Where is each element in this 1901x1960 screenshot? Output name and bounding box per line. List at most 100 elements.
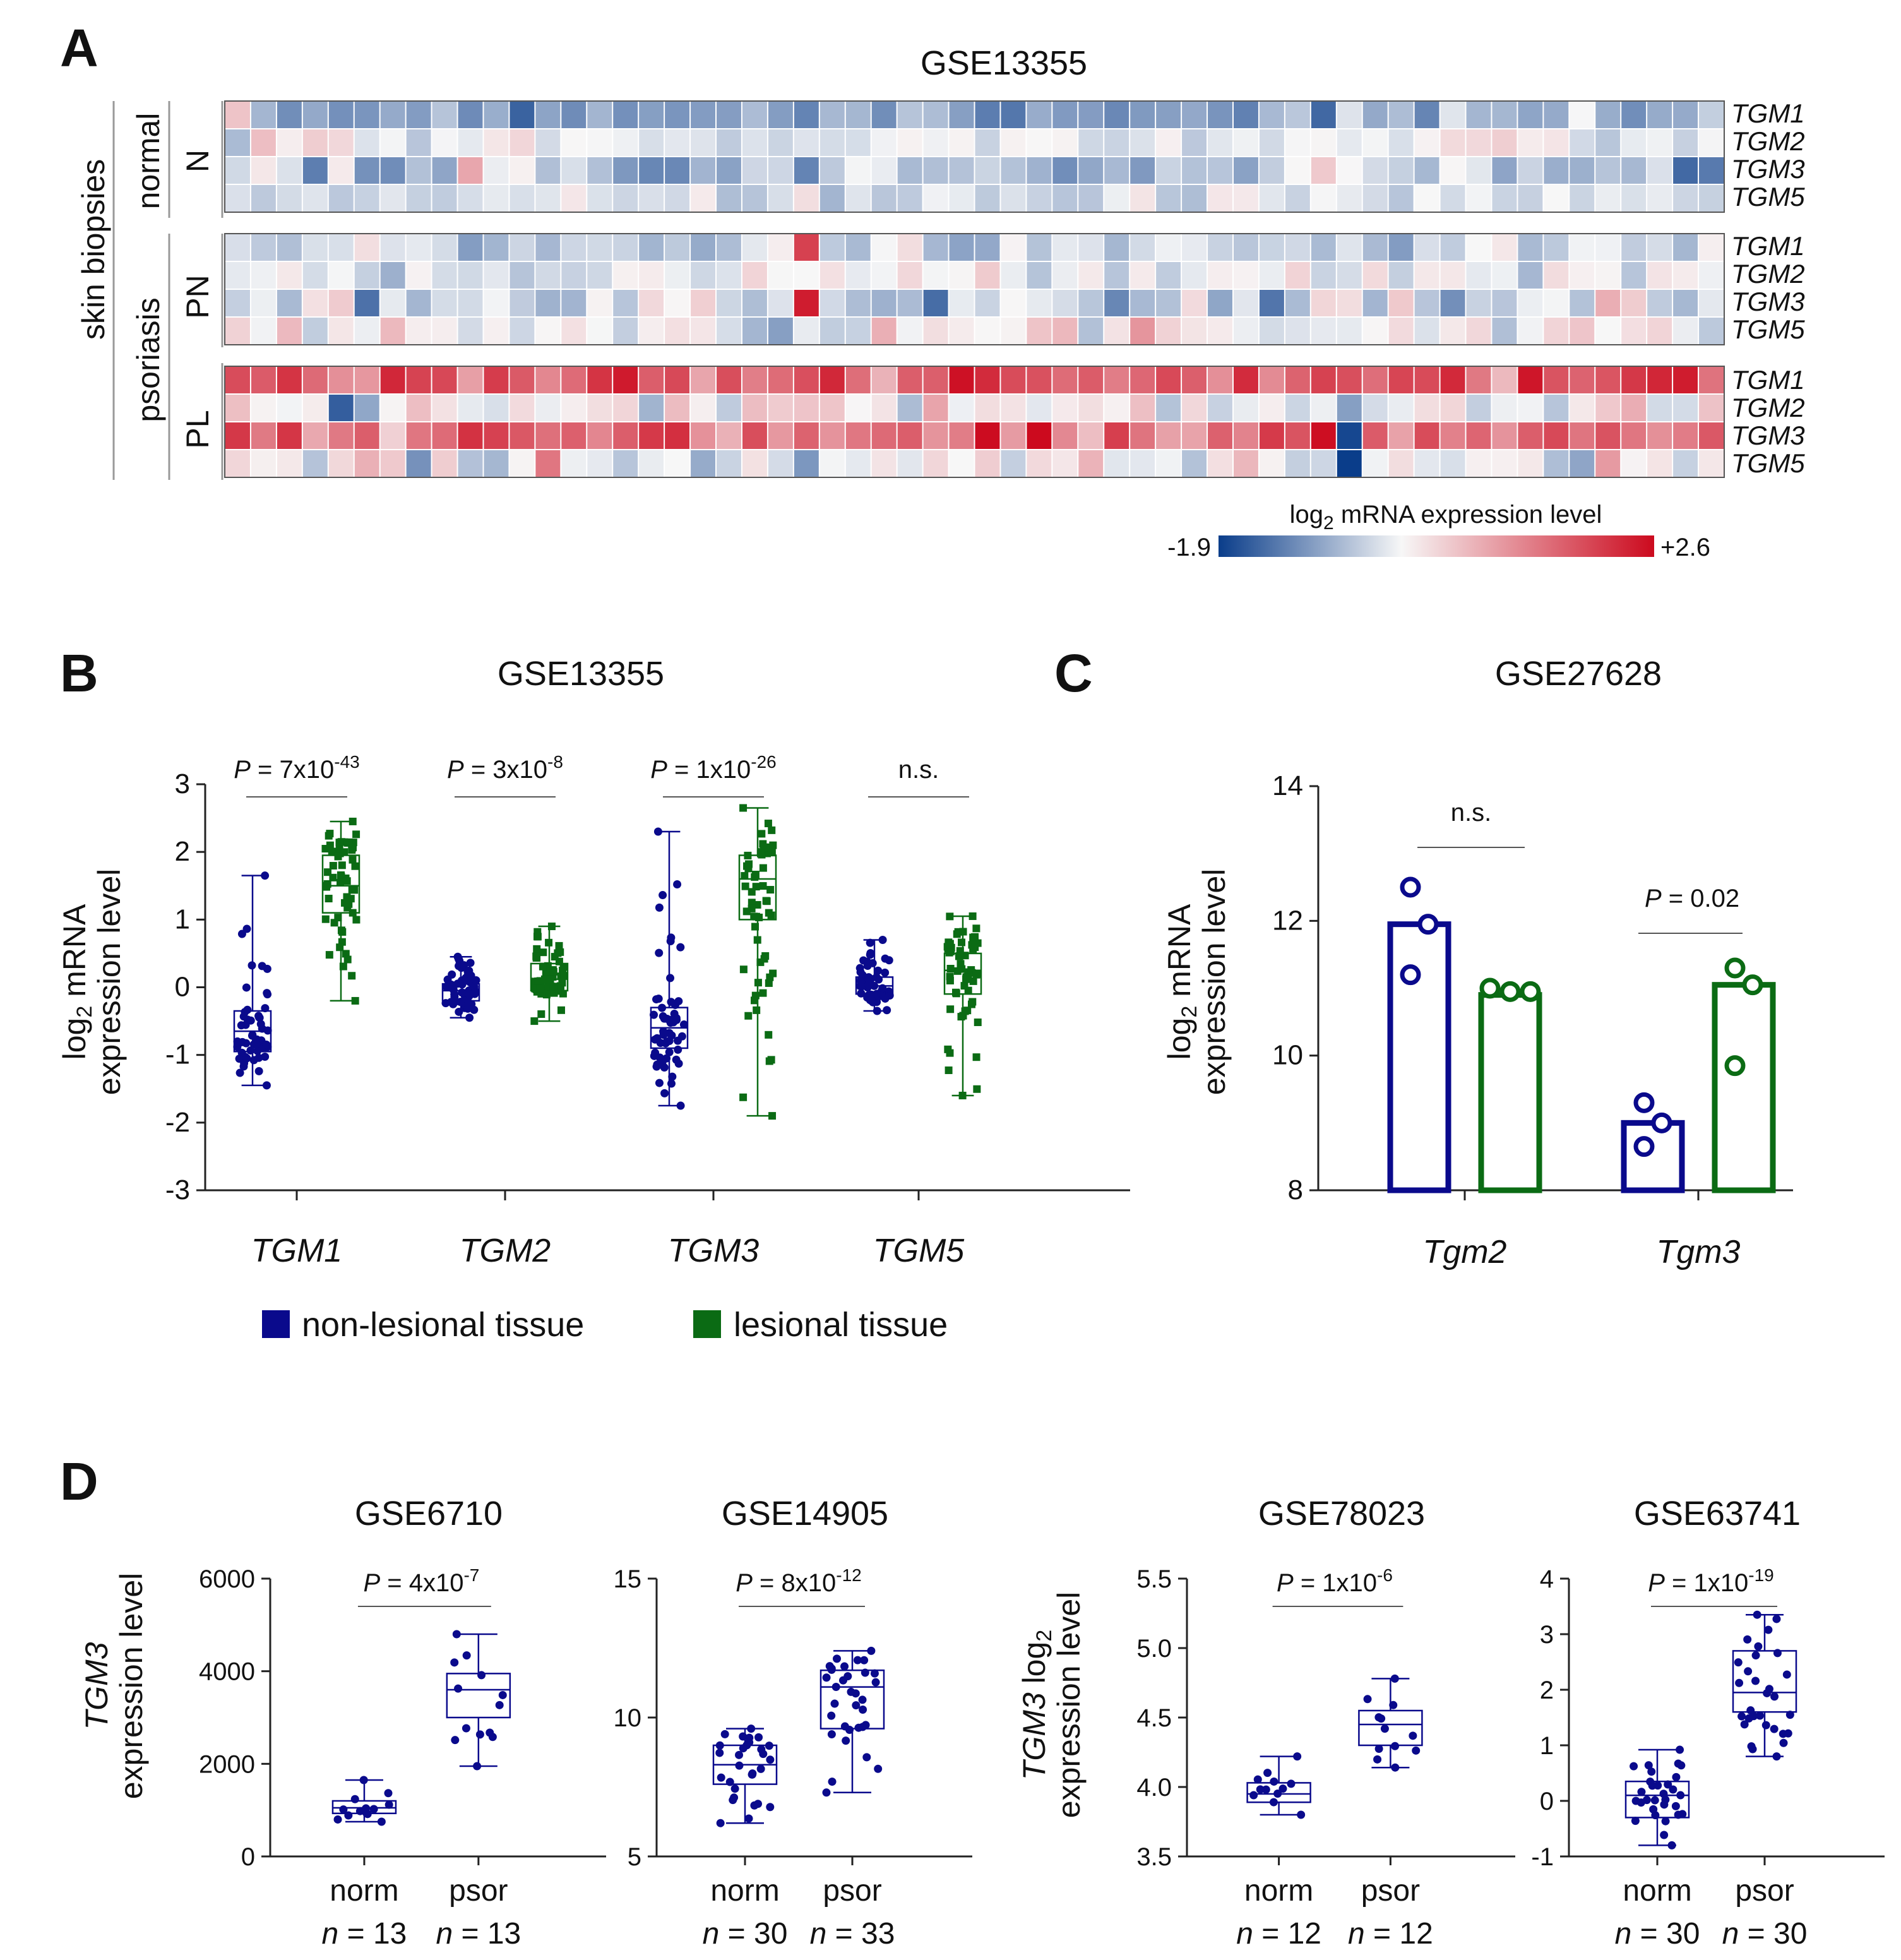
box-norm-point xyxy=(1654,1781,1662,1790)
box-psor-point xyxy=(1409,1731,1417,1740)
heat-cell xyxy=(974,449,1001,478)
heat-cell xyxy=(638,233,665,262)
box-psor-point xyxy=(475,1730,484,1739)
heat-cell xyxy=(792,421,821,450)
n-label: n = 12 xyxy=(1348,1917,1433,1951)
heat-cell xyxy=(431,128,458,157)
heat-cell xyxy=(715,421,743,450)
box-lesional-point xyxy=(741,872,749,880)
heat-cell xyxy=(612,421,640,450)
heat-cell xyxy=(922,421,950,450)
box-nonlesional-point xyxy=(263,989,271,998)
heat-cell xyxy=(1465,261,1493,290)
heat-cell xyxy=(844,366,873,395)
heat-cell xyxy=(1387,366,1415,395)
heat-cell xyxy=(1517,100,1544,129)
box-lesional-point xyxy=(765,979,773,987)
heat-cell xyxy=(1672,100,1700,129)
heat-cell xyxy=(844,261,873,290)
heat-cell xyxy=(612,289,640,318)
heat-cell xyxy=(999,128,1027,157)
heat-cell xyxy=(249,184,278,213)
heat-cell xyxy=(1284,156,1312,185)
box-lesional-point xyxy=(560,972,568,980)
heat-cell xyxy=(1517,184,1544,213)
box-lesional-point xyxy=(337,926,345,935)
heat-cell xyxy=(249,316,278,345)
heat-cell xyxy=(379,393,407,422)
heat-cell xyxy=(379,128,407,157)
y-tick-label: -1 xyxy=(1531,1843,1554,1871)
heat-cell xyxy=(870,128,898,157)
heat-cell xyxy=(896,156,924,185)
heat-cell xyxy=(766,289,795,318)
heat-cell xyxy=(896,393,924,422)
heat-cell xyxy=(379,100,407,129)
box-nonlesional-point xyxy=(676,943,685,952)
heat-cell xyxy=(612,366,640,395)
legend-swatch-lesional xyxy=(693,1310,721,1338)
y-tick-label: 1 xyxy=(1540,1732,1554,1760)
heat-cell xyxy=(689,366,717,395)
bar-nonlesional xyxy=(1387,921,1451,1193)
box-psor-point xyxy=(1779,1738,1788,1747)
box-lesional-point xyxy=(750,912,758,921)
box-norm-point xyxy=(1644,1761,1653,1770)
heat-cell xyxy=(1129,128,1157,157)
box-psor-point xyxy=(462,1724,470,1733)
heat-cell xyxy=(1335,289,1364,318)
heat-cell xyxy=(1465,421,1493,450)
heat-cell xyxy=(792,261,821,290)
box-psor-point xyxy=(1374,1713,1383,1722)
box-norm-point xyxy=(1676,1791,1685,1800)
heat-cell xyxy=(741,156,769,185)
box-lesional-point xyxy=(537,1010,545,1019)
x-tick-label: psor xyxy=(1361,1874,1420,1908)
box-lesional-point xyxy=(765,909,773,917)
heat-cell xyxy=(327,289,355,318)
box-norm-point xyxy=(359,1776,368,1784)
box-nonlesional-point xyxy=(237,1048,246,1057)
point-nonlesional xyxy=(1417,914,1439,935)
heat-cell xyxy=(1258,184,1286,213)
box-nonlesional-point xyxy=(466,959,475,967)
heat-cell xyxy=(1646,156,1674,185)
heat-cell xyxy=(1361,156,1390,185)
panel-d: D TGM3 expression level TGM3 log2 expres… xyxy=(60,1452,1885,1951)
heat-cell xyxy=(922,233,950,262)
y-tick-label: 2 xyxy=(1540,1676,1554,1704)
heat-cell xyxy=(1232,316,1260,345)
heat-cell xyxy=(1387,233,1415,262)
n-label: n = 30 xyxy=(1722,1917,1808,1951)
heat-cell xyxy=(664,421,691,450)
box-psor-point xyxy=(827,1730,836,1739)
box-psor-point xyxy=(830,1699,839,1708)
box-nonlesional-point xyxy=(679,1020,688,1029)
box-psor-point xyxy=(1770,1692,1779,1701)
heat-cell xyxy=(379,289,407,318)
heat-cell xyxy=(508,316,536,345)
heat-cell xyxy=(1465,366,1493,395)
heat-cell xyxy=(534,184,562,213)
heat-cell xyxy=(1491,421,1518,450)
box-psor-point xyxy=(1785,1711,1794,1719)
box-lesional-point xyxy=(536,984,544,993)
box-psor-point xyxy=(1735,1678,1744,1687)
heat-cell xyxy=(1465,316,1493,345)
heat-cell xyxy=(379,156,407,185)
box-lesional-point xyxy=(350,886,359,894)
heat-cell xyxy=(1181,289,1208,318)
heat-cell xyxy=(405,316,432,345)
heat-cell xyxy=(1439,100,1467,129)
pvalue-label: P = 3x10-8 xyxy=(447,752,563,784)
heat-cell xyxy=(1491,128,1518,157)
heat-cell xyxy=(1181,421,1208,450)
heat-cell xyxy=(741,393,769,422)
box-lesional-point xyxy=(756,849,765,858)
box-norm-point xyxy=(1667,1841,1676,1849)
heat-cell xyxy=(1568,184,1596,213)
heat-cell xyxy=(1517,393,1544,422)
heat-cell xyxy=(715,316,743,345)
box-nonlesional-point xyxy=(465,1013,474,1022)
heat-cell xyxy=(974,128,1001,157)
